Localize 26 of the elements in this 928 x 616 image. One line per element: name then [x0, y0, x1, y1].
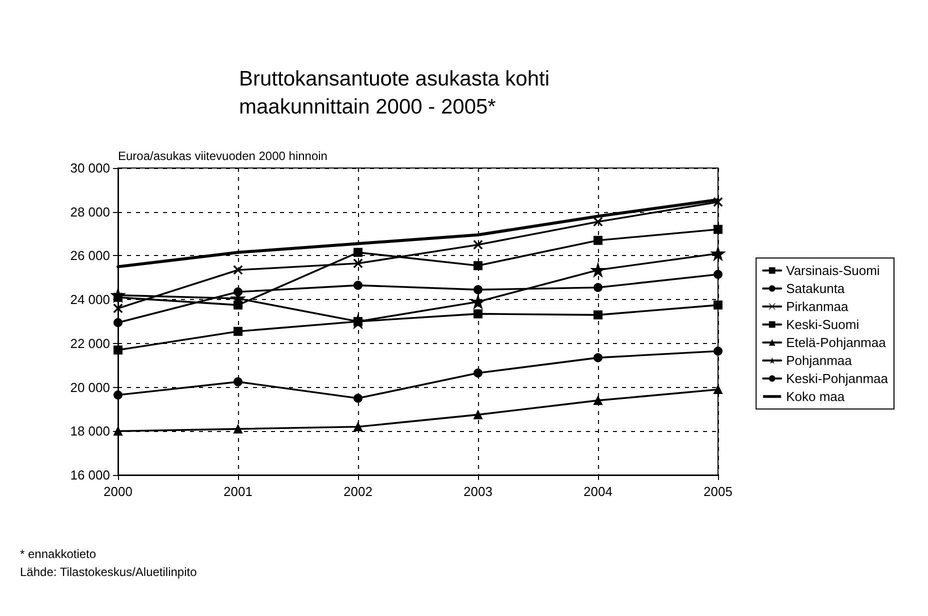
legend-label: Pirkanmaa — [786, 299, 850, 314]
y-tick-label: 22 000 — [70, 336, 110, 351]
text: Lähde: Tilastokeskus/Aluetilinpito — [20, 565, 198, 579]
y-tick-label: 28 000 — [70, 204, 110, 220]
x-tick-label: 2000 — [104, 484, 132, 499]
legend-label: Keski-Pohjanmaa — [786, 371, 889, 386]
y-tick-label: 24 000 — [70, 292, 110, 308]
y-axis-title: Euroa/asukas viitevuoden 2000 hinnoin — [118, 149, 328, 163]
text: * ennakkotieto — [20, 547, 96, 561]
x-tick-label: 2005 — [704, 484, 732, 499]
y-tick-label: 16 000 — [70, 468, 110, 482]
legend-label: Varsinais-Suomi — [786, 263, 880, 278]
x-tick-label: 2002 — [344, 484, 372, 499]
y-tick-label: 18 000 — [70, 424, 110, 439]
chart-title: Bruttokansantuote asukasta kohti maakunnittain 2000 - 2005* — [239, 68, 550, 118]
legend-label: Koko maa — [786, 389, 846, 404]
legend-label: Keski-Suomi — [786, 317, 860, 332]
legend-label: Satakunta — [786, 281, 846, 296]
y-tick-label: 30 000 — [70, 160, 110, 176]
y-tick-label: 26 000 — [70, 248, 110, 264]
x-tick-label: 2004 — [584, 484, 612, 499]
legend-label: Pohjanmaa — [786, 353, 853, 368]
x-tick-label: 2001 — [224, 484, 252, 499]
legend-label: Etelä-Pohjanmaa — [786, 335, 887, 350]
x-tick-label: 2003 — [464, 484, 492, 499]
y-tick-label: 20 000 — [70, 380, 110, 395]
